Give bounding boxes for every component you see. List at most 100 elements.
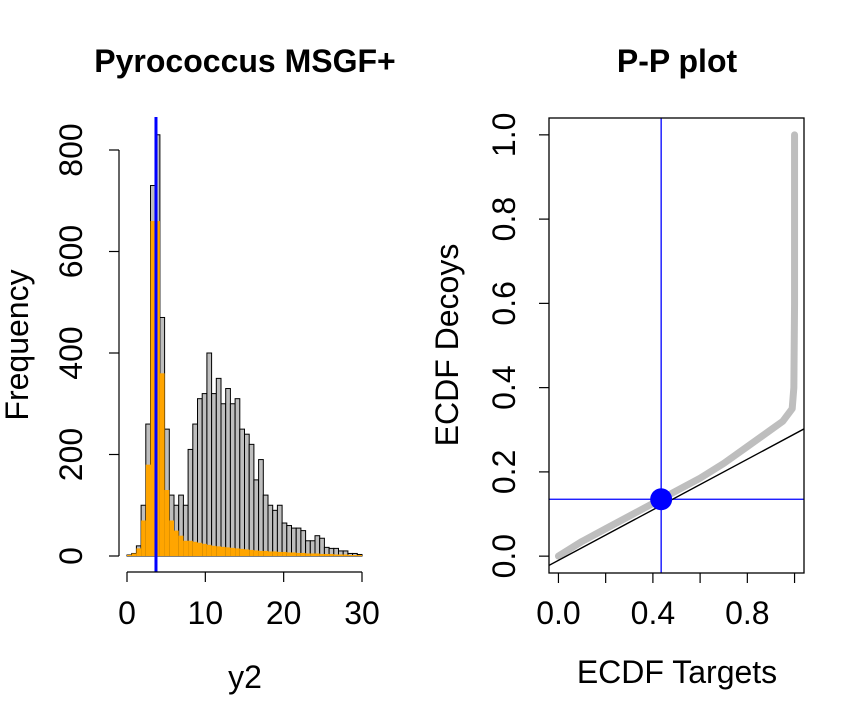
target-bar [197, 398, 203, 557]
decoy-bar [169, 520, 174, 556]
decoy-bar [150, 221, 156, 557]
target-bar [300, 530, 307, 557]
decoy-bar [183, 540, 189, 556]
hist-ylabel: Frequency [0, 269, 35, 420]
y-tick-label: 0.4 [486, 365, 522, 409]
x-tick-label: 0.0 [536, 595, 580, 631]
x-tick-label: 0.4 [631, 595, 675, 631]
target-bar [253, 479, 260, 557]
ecdf-curve [554, 131, 799, 560]
decoy-bar [272, 551, 278, 556]
decoy-bar [159, 373, 165, 556]
target-bar [244, 433, 250, 557]
target-bar [276, 504, 283, 557]
plot-frame [548, 117, 805, 574]
target-bar [258, 459, 264, 557]
decoy-bar [263, 550, 268, 556]
decoy-bar [239, 548, 245, 556]
decoy-bar [188, 540, 193, 556]
decoy-bar [206, 544, 212, 556]
decoy-bar [277, 551, 283, 556]
decoy-bar [300, 552, 306, 556]
y-tick-label: 400 [53, 326, 89, 379]
decoy-bar [202, 543, 207, 556]
target-bar [206, 352, 213, 557]
decoy-bar [343, 554, 348, 556]
target-bar [225, 388, 231, 557]
target-bar [314, 535, 321, 557]
target-bar [239, 428, 246, 557]
x-tick-label: 10 [188, 595, 224, 631]
x-tick-label: 20 [266, 595, 302, 631]
x-tick-label: 30 [344, 595, 380, 631]
decoy-bar [216, 546, 221, 556]
pp-title: P-P plot [617, 43, 738, 79]
target-bar [234, 398, 241, 557]
decoy-bar [249, 549, 254, 556]
target-bar [262, 494, 269, 557]
plot-area [549, 118, 804, 573]
x-tick-label: 0.8 [725, 595, 769, 631]
pp-plot: 0.0 0.4 0.8 0.0 0.2 0.4 0.6 0.8 1.0 [486, 113, 805, 631]
decoy-bar [333, 554, 339, 556]
decoy-bar [192, 541, 198, 556]
decoy-bar [225, 547, 231, 556]
decoy-bar [141, 520, 146, 556]
target-bar [192, 423, 199, 557]
decoy-bar [315, 553, 320, 556]
decoy-bar [338, 554, 344, 556]
decoy-bar [155, 221, 160, 557]
target-bar [220, 403, 227, 557]
decoy-bar [282, 551, 287, 556]
target-bar [286, 525, 292, 557]
decoy-bar [131, 553, 137, 556]
x-tick-label: 0 [118, 595, 136, 631]
y-tick-label: 800 [53, 123, 89, 176]
y-tick-label: 0.0 [486, 534, 522, 578]
target-bar [272, 509, 278, 557]
hist-title: Pyrococcus MSGF+ [94, 43, 395, 79]
y-tick-label: 1.0 [486, 113, 522, 157]
decoy-bar [357, 554, 362, 556]
y-tick-label: 0 [53, 547, 89, 565]
decoy-bar [235, 548, 240, 556]
decoy-bar [291, 552, 297, 556]
decoy-bar [310, 553, 315, 556]
y-tick-label: 0.2 [486, 450, 522, 494]
target-bar [211, 393, 217, 557]
decoy-bar [258, 550, 264, 556]
pp-ylabel: ECDF Decoys [429, 244, 465, 447]
decoy-bar [347, 554, 353, 556]
y-tick-label: 0.6 [486, 281, 522, 325]
decoy-bar [197, 542, 203, 556]
target-bar [267, 504, 274, 557]
decoy-bar [230, 547, 236, 556]
threshold-marker [650, 488, 673, 511]
decoy-bar [164, 490, 170, 556]
decoy-bar [127, 554, 132, 556]
decoy-bar [145, 464, 151, 556]
decoy-bar [211, 545, 217, 556]
reference-line [549, 428, 804, 567]
decoy-bar [178, 535, 184, 556]
target-bar [291, 527, 297, 557]
decoy-bar [286, 552, 292, 556]
decoy-bar [324, 553, 330, 556]
histogram-plot: 0 10 20 30 0 200 400 600 800 [53, 117, 380, 631]
y-tick-label: 200 [53, 428, 89, 481]
y-tick-label: 0.8 [486, 197, 522, 241]
decoy-bar [174, 530, 179, 556]
target-bar [319, 537, 325, 557]
decoy-bar [352, 554, 358, 556]
target-bar [187, 448, 194, 557]
decoy-bar [329, 553, 334, 556]
hist-xlabel: y2 [228, 659, 262, 695]
target-bar [295, 527, 302, 557]
target-bar [215, 377, 222, 557]
decoy-bar [136, 548, 142, 556]
target-bar [248, 443, 255, 557]
decoy-bar [253, 550, 259, 556]
decoy-bar [305, 553, 311, 556]
